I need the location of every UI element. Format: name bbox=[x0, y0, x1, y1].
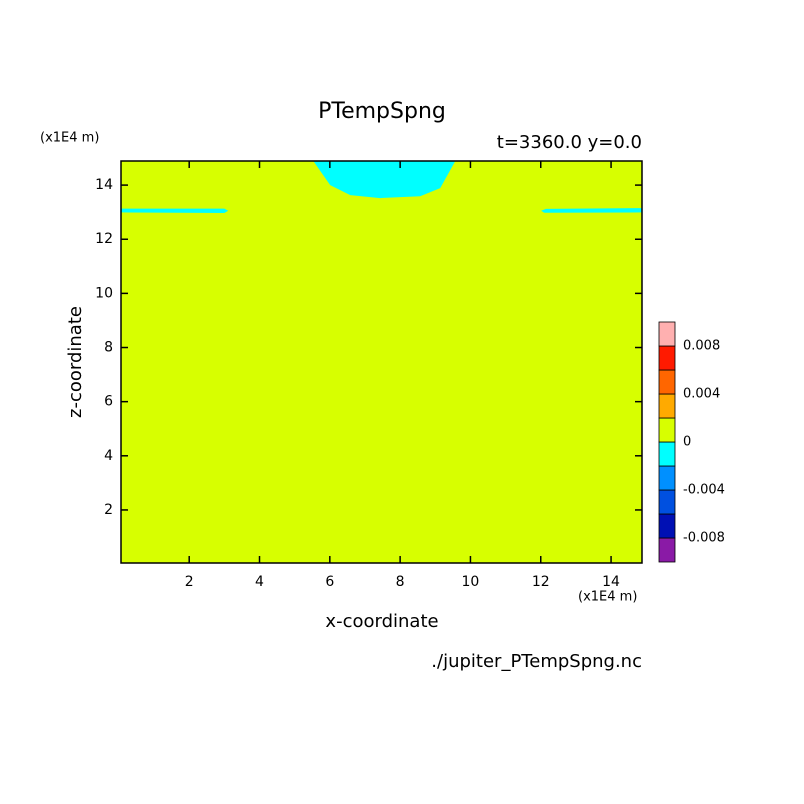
colorbar-label: 0.004 bbox=[683, 387, 720, 402]
contour-region bbox=[541, 208, 642, 213]
colorbar-box bbox=[658, 393, 676, 419]
x-unit: (x1E4 m) bbox=[578, 590, 637, 605]
colorbar-label: -0.008 bbox=[683, 531, 725, 546]
y-unit: (x1E4 m) bbox=[40, 131, 99, 146]
contour-region bbox=[121, 208, 229, 213]
y-tick-label: 6 bbox=[104, 394, 113, 410]
x-tick-label: 10 bbox=[462, 574, 480, 590]
colorbar-box bbox=[658, 513, 676, 539]
x-tick-label: 14 bbox=[602, 574, 620, 590]
x-tick-label: 2 bbox=[185, 574, 194, 590]
x-tick-label: 8 bbox=[396, 574, 405, 590]
colorbar-box bbox=[658, 321, 676, 347]
colorbar-box bbox=[658, 345, 676, 371]
y-tick-label: 4 bbox=[104, 448, 113, 464]
y-tick-label: 10 bbox=[95, 285, 113, 301]
source-label: ./jupiter_PTempSpng.nc bbox=[431, 651, 642, 672]
colorbar-box bbox=[658, 441, 676, 467]
x-tick-label: 12 bbox=[532, 574, 550, 590]
y-axis-label: z-coordinate bbox=[65, 306, 86, 418]
colorbar-box bbox=[658, 417, 676, 443]
x-tick-label: 6 bbox=[325, 574, 334, 590]
y-tick-label: 14 bbox=[95, 177, 113, 193]
y-tick-label: 2 bbox=[104, 502, 113, 518]
plot-frame bbox=[120, 160, 643, 564]
colorbar-label: 0.008 bbox=[683, 339, 720, 354]
contour-background bbox=[121, 161, 642, 563]
colorbar-box bbox=[658, 537, 676, 563]
contour-region bbox=[313, 161, 456, 199]
colorbar-label: 0 bbox=[683, 435, 691, 450]
colorbar-label: -0.004 bbox=[683, 483, 725, 498]
x-axis-label: x-coordinate bbox=[325, 611, 438, 632]
x-tick-label: 4 bbox=[255, 574, 264, 590]
colorbar-box bbox=[658, 489, 676, 515]
colorbar-box bbox=[658, 465, 676, 491]
chart-title: PTempSpng bbox=[318, 99, 446, 124]
y-tick-label: 8 bbox=[104, 340, 113, 356]
y-tick-label: 12 bbox=[95, 231, 113, 247]
chart-subtitle: t=3360.0 y=0.0 bbox=[497, 132, 642, 153]
colorbar-box bbox=[658, 369, 676, 395]
